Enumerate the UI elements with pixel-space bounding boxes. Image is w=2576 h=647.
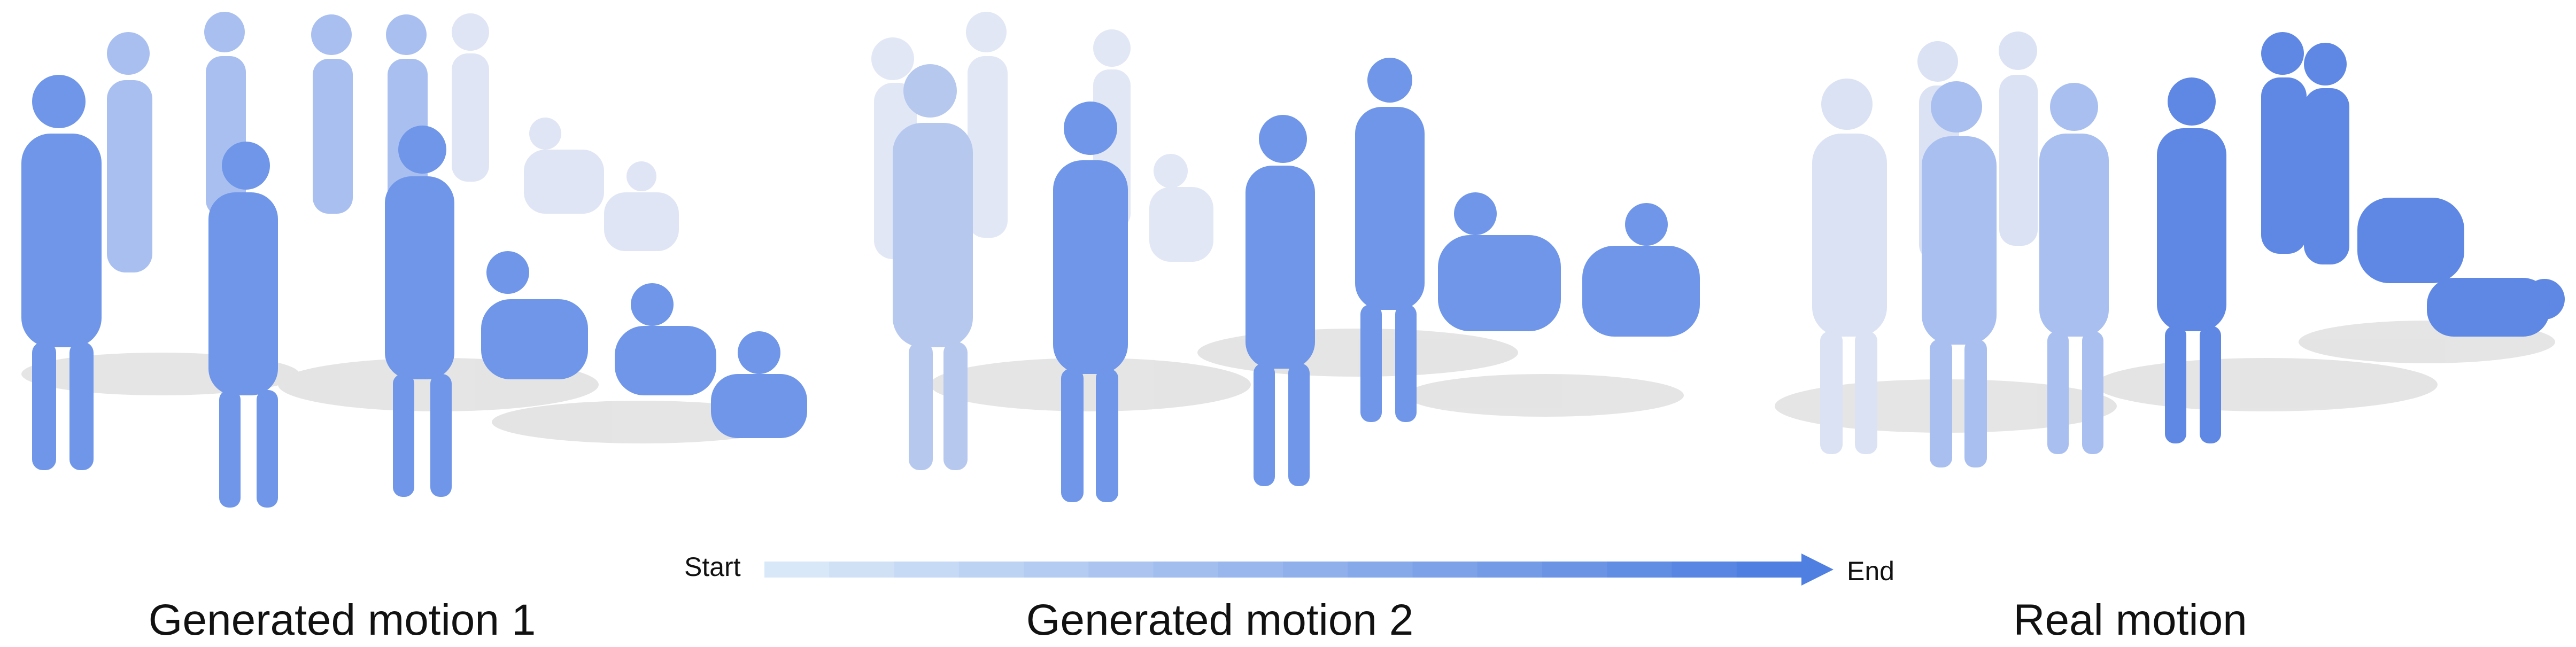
timeline-arrowhead [1801, 554, 1834, 586]
caption-generated-motion-1: Generated motion 1 [148, 596, 536, 644]
panel-real-motion [1732, 0, 2576, 534]
panel-generated-motion-2 [823, 0, 1743, 534]
timeline-segment [894, 562, 960, 578]
figure-frame-late [1053, 58, 1700, 502]
figure-frame-mid [1922, 81, 2109, 467]
timeline-segment [958, 562, 1024, 578]
figure-frame-mid [893, 64, 973, 470]
timeline-start-label: Start [684, 552, 741, 582]
caption-real-motion: Real motion [2013, 596, 2247, 644]
timeline-segment [764, 562, 830, 578]
figure-frame-late [21, 75, 807, 508]
motion-sequence-illustration [871, 12, 1700, 502]
timeline-arrow [764, 554, 1834, 586]
timeline-segment [1283, 562, 1349, 578]
timeline-segment [1477, 562, 1543, 578]
timeline-segment [1153, 562, 1219, 578]
figure-frame-late [2157, 32, 2565, 443]
timeline-segment [829, 562, 895, 578]
timeline-segment [1024, 562, 1089, 578]
timeline-segment [1607, 562, 1673, 578]
timeline-segment [1348, 562, 1413, 578]
timeline-segment [1412, 562, 1478, 578]
timeline-segment [1736, 562, 1802, 578]
timeline-segment [1672, 562, 1737, 578]
panel-generated-motion-1 [0, 0, 834, 534]
timeline-segment [1218, 562, 1283, 578]
figure-frame-early [452, 13, 679, 251]
timeline-segment [1088, 562, 1154, 578]
caption-generated-motion-2: Generated motion 2 [1026, 596, 1414, 644]
motion-sequence-illustration [1775, 32, 2565, 467]
timeline-segment [1542, 562, 1608, 578]
motion-sequence-illustration [21, 12, 807, 508]
timeline-end-label: End [1847, 556, 1894, 586]
